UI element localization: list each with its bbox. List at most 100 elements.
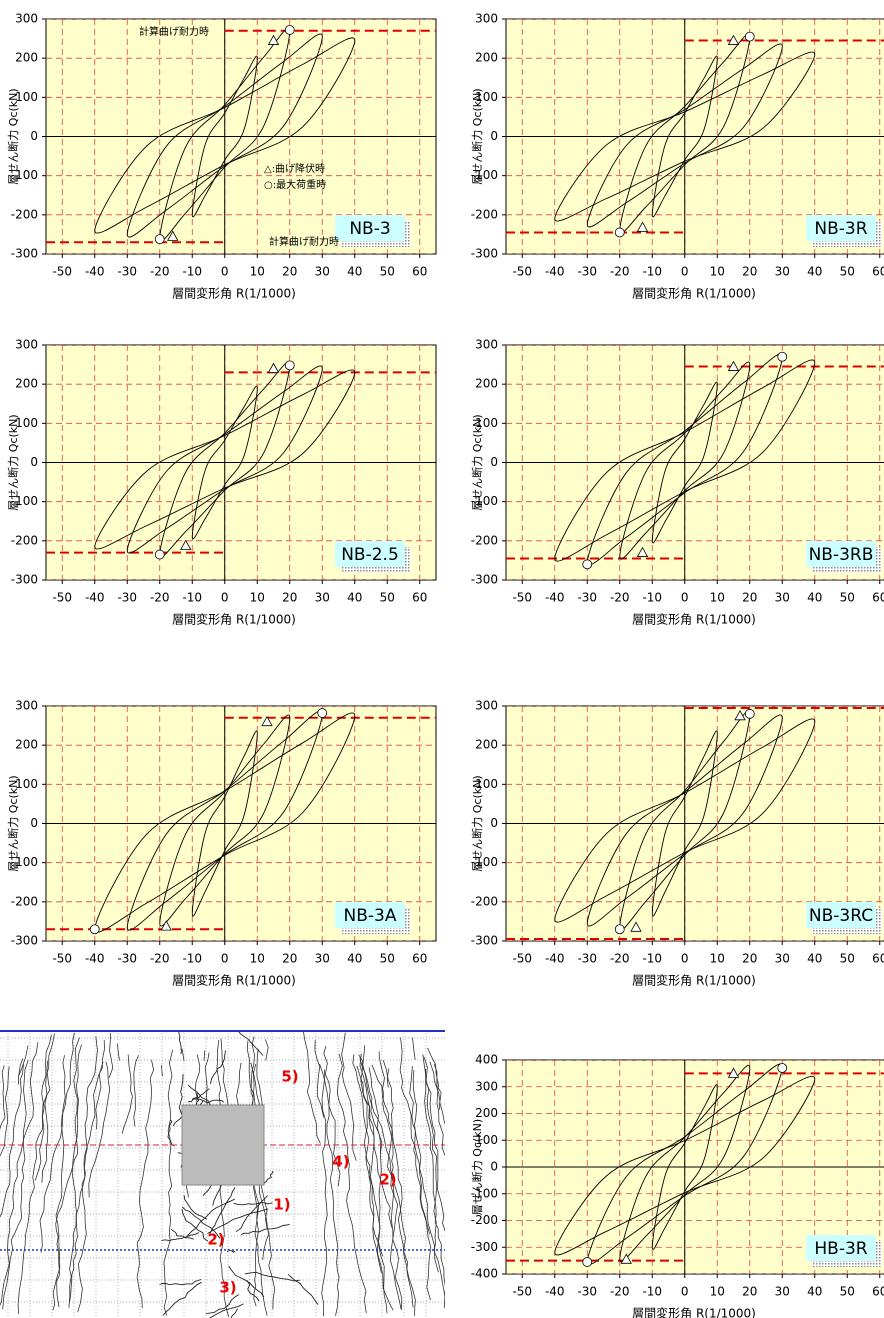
x-tick-label: 30	[775, 1285, 790, 1299]
y-tick-label: 300	[15, 699, 38, 713]
y-tick-label: -200	[471, 894, 498, 908]
x-tick-label: 10	[710, 591, 725, 605]
x-tick-label: 10	[710, 952, 725, 966]
max-marker	[615, 228, 624, 237]
x-tick-label: 40	[347, 265, 362, 279]
x-tick-label: 60	[412, 265, 427, 279]
y-tick-label: -300	[11, 573, 38, 587]
y-tick-label: -300	[471, 934, 498, 948]
x-axis-title: 層間変形角 R(1/1000)	[632, 286, 756, 301]
specimen-label: NB-3	[349, 219, 390, 239]
x-tick-label: 0	[681, 1285, 689, 1299]
x-tick-label: 60	[872, 591, 884, 605]
x-tick-label: 20	[742, 952, 757, 966]
x-tick-label: 0	[221, 591, 229, 605]
crack-label: 2)	[207, 1231, 224, 1249]
x-tick-label: -30	[577, 591, 597, 605]
crack-label: 3)	[219, 1279, 236, 1297]
max-marker	[583, 560, 592, 569]
x-tick-label: 0	[681, 265, 689, 279]
y-tick-label: 0	[490, 1160, 498, 1174]
x-tick-label: 40	[347, 952, 362, 966]
x-tick-label: -30	[117, 952, 137, 966]
y-tick-label: -300	[471, 247, 498, 261]
x-tick-label: -50	[512, 1285, 532, 1299]
annotation: ○:最大荷重時	[264, 178, 326, 191]
specimen-label: NB-3RB	[809, 545, 874, 565]
x-tick-label: 10	[710, 1285, 725, 1299]
x-tick-label: 50	[380, 952, 395, 966]
y-tick-label: -300	[11, 934, 38, 948]
y-tick-label: 0	[30, 129, 38, 143]
x-tick-label: -10	[182, 265, 202, 279]
y-tick-label: 300	[475, 12, 498, 26]
max-marker	[778, 1064, 787, 1073]
y-axis-title: 層せん断力 Qc(kN)	[470, 414, 484, 510]
y-tick-label: 300	[15, 12, 38, 26]
x-tick-label: -10	[642, 952, 662, 966]
y-axis-title: 層せん断力 Qc(kN)	[470, 1119, 484, 1215]
y-tick-label: 300	[15, 338, 38, 352]
x-tick-label: -50	[52, 591, 72, 605]
x-tick-label: -20	[610, 1285, 630, 1299]
x-tick-label: 60	[412, 952, 427, 966]
x-tick-label: -40	[545, 265, 565, 279]
x-tick-label: 30	[775, 952, 790, 966]
max-marker	[778, 352, 787, 361]
x-tick-label: -50	[52, 952, 72, 966]
x-tick-label: 10	[710, 265, 725, 279]
annotation: △:曲げ降伏時	[264, 162, 325, 175]
y-axis-title: 層せん断力 Qc(kN)	[470, 775, 484, 871]
chart: -50-40-30-20-100102030405060-300-200-100…	[470, 338, 884, 627]
y-axis-title: 層せん断力 Qc(kN)	[6, 775, 20, 871]
y-tick-label: 200	[15, 51, 38, 65]
crack-diagram: 5)4)2)1)2)3)	[0, 1009, 474, 1318]
x-tick-label: -20	[610, 952, 630, 966]
chart: -50-40-30-20-100102030405060-400-300-200…	[470, 1053, 884, 1318]
y-tick-label: -200	[11, 533, 38, 547]
y-tick-label: -300	[11, 247, 38, 261]
max-marker	[155, 235, 164, 244]
x-tick-label: 0	[681, 591, 689, 605]
x-tick-label: -40	[545, 591, 565, 605]
x-tick-label: -20	[150, 591, 170, 605]
max-marker	[90, 925, 99, 934]
max-marker	[745, 32, 754, 41]
x-tick-label: 60	[872, 952, 884, 966]
x-tick-label: -30	[577, 952, 597, 966]
x-tick-label: 50	[840, 1285, 855, 1299]
x-tick-label: -20	[150, 265, 170, 279]
max-marker	[155, 550, 164, 559]
x-tick-label: 30	[315, 591, 330, 605]
x-tick-label: 10	[250, 952, 265, 966]
max-marker	[285, 361, 294, 370]
x-tick-label: 0	[681, 952, 689, 966]
x-tick-label: 20	[282, 265, 297, 279]
x-tick-label: 40	[807, 952, 822, 966]
x-tick-label: 40	[807, 591, 822, 605]
y-tick-label: 0	[490, 816, 498, 830]
specimen-label: NB-3R	[814, 219, 867, 239]
crack-label: 4)	[332, 1153, 349, 1171]
x-tick-label: 20	[282, 591, 297, 605]
x-axis-title: 層間変形角 R(1/1000)	[172, 973, 296, 988]
x-tick-label: -10	[182, 952, 202, 966]
y-tick-label: 200	[475, 1106, 498, 1120]
x-tick-label: 50	[380, 265, 395, 279]
x-tick-label: -50	[512, 952, 532, 966]
annotation: 計算曲げ耐力時	[269, 235, 339, 248]
x-tick-label: -30	[117, 265, 137, 279]
x-tick-label: 50	[840, 265, 855, 279]
x-axis-title: 層間変形角 R(1/1000)	[632, 1306, 756, 1318]
x-axis-title: 層間変形角 R(1/1000)	[632, 612, 756, 627]
y-tick-label: 200	[475, 51, 498, 65]
x-tick-label: 40	[347, 591, 362, 605]
y-axis-title: 層せん断力 Qc(kN)	[6, 414, 20, 510]
x-tick-label: -10	[642, 1285, 662, 1299]
y-tick-label: 0	[490, 129, 498, 143]
y-tick-label: 0	[490, 455, 498, 469]
y-tick-label: -300	[471, 1240, 498, 1254]
x-tick-label: -20	[610, 591, 630, 605]
annotation: 計算曲げ耐力時	[139, 25, 209, 38]
